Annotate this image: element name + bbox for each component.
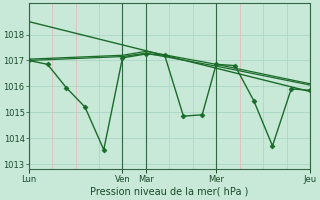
X-axis label: Pression niveau de la mer( hPa ): Pression niveau de la mer( hPa ) — [90, 187, 249, 197]
